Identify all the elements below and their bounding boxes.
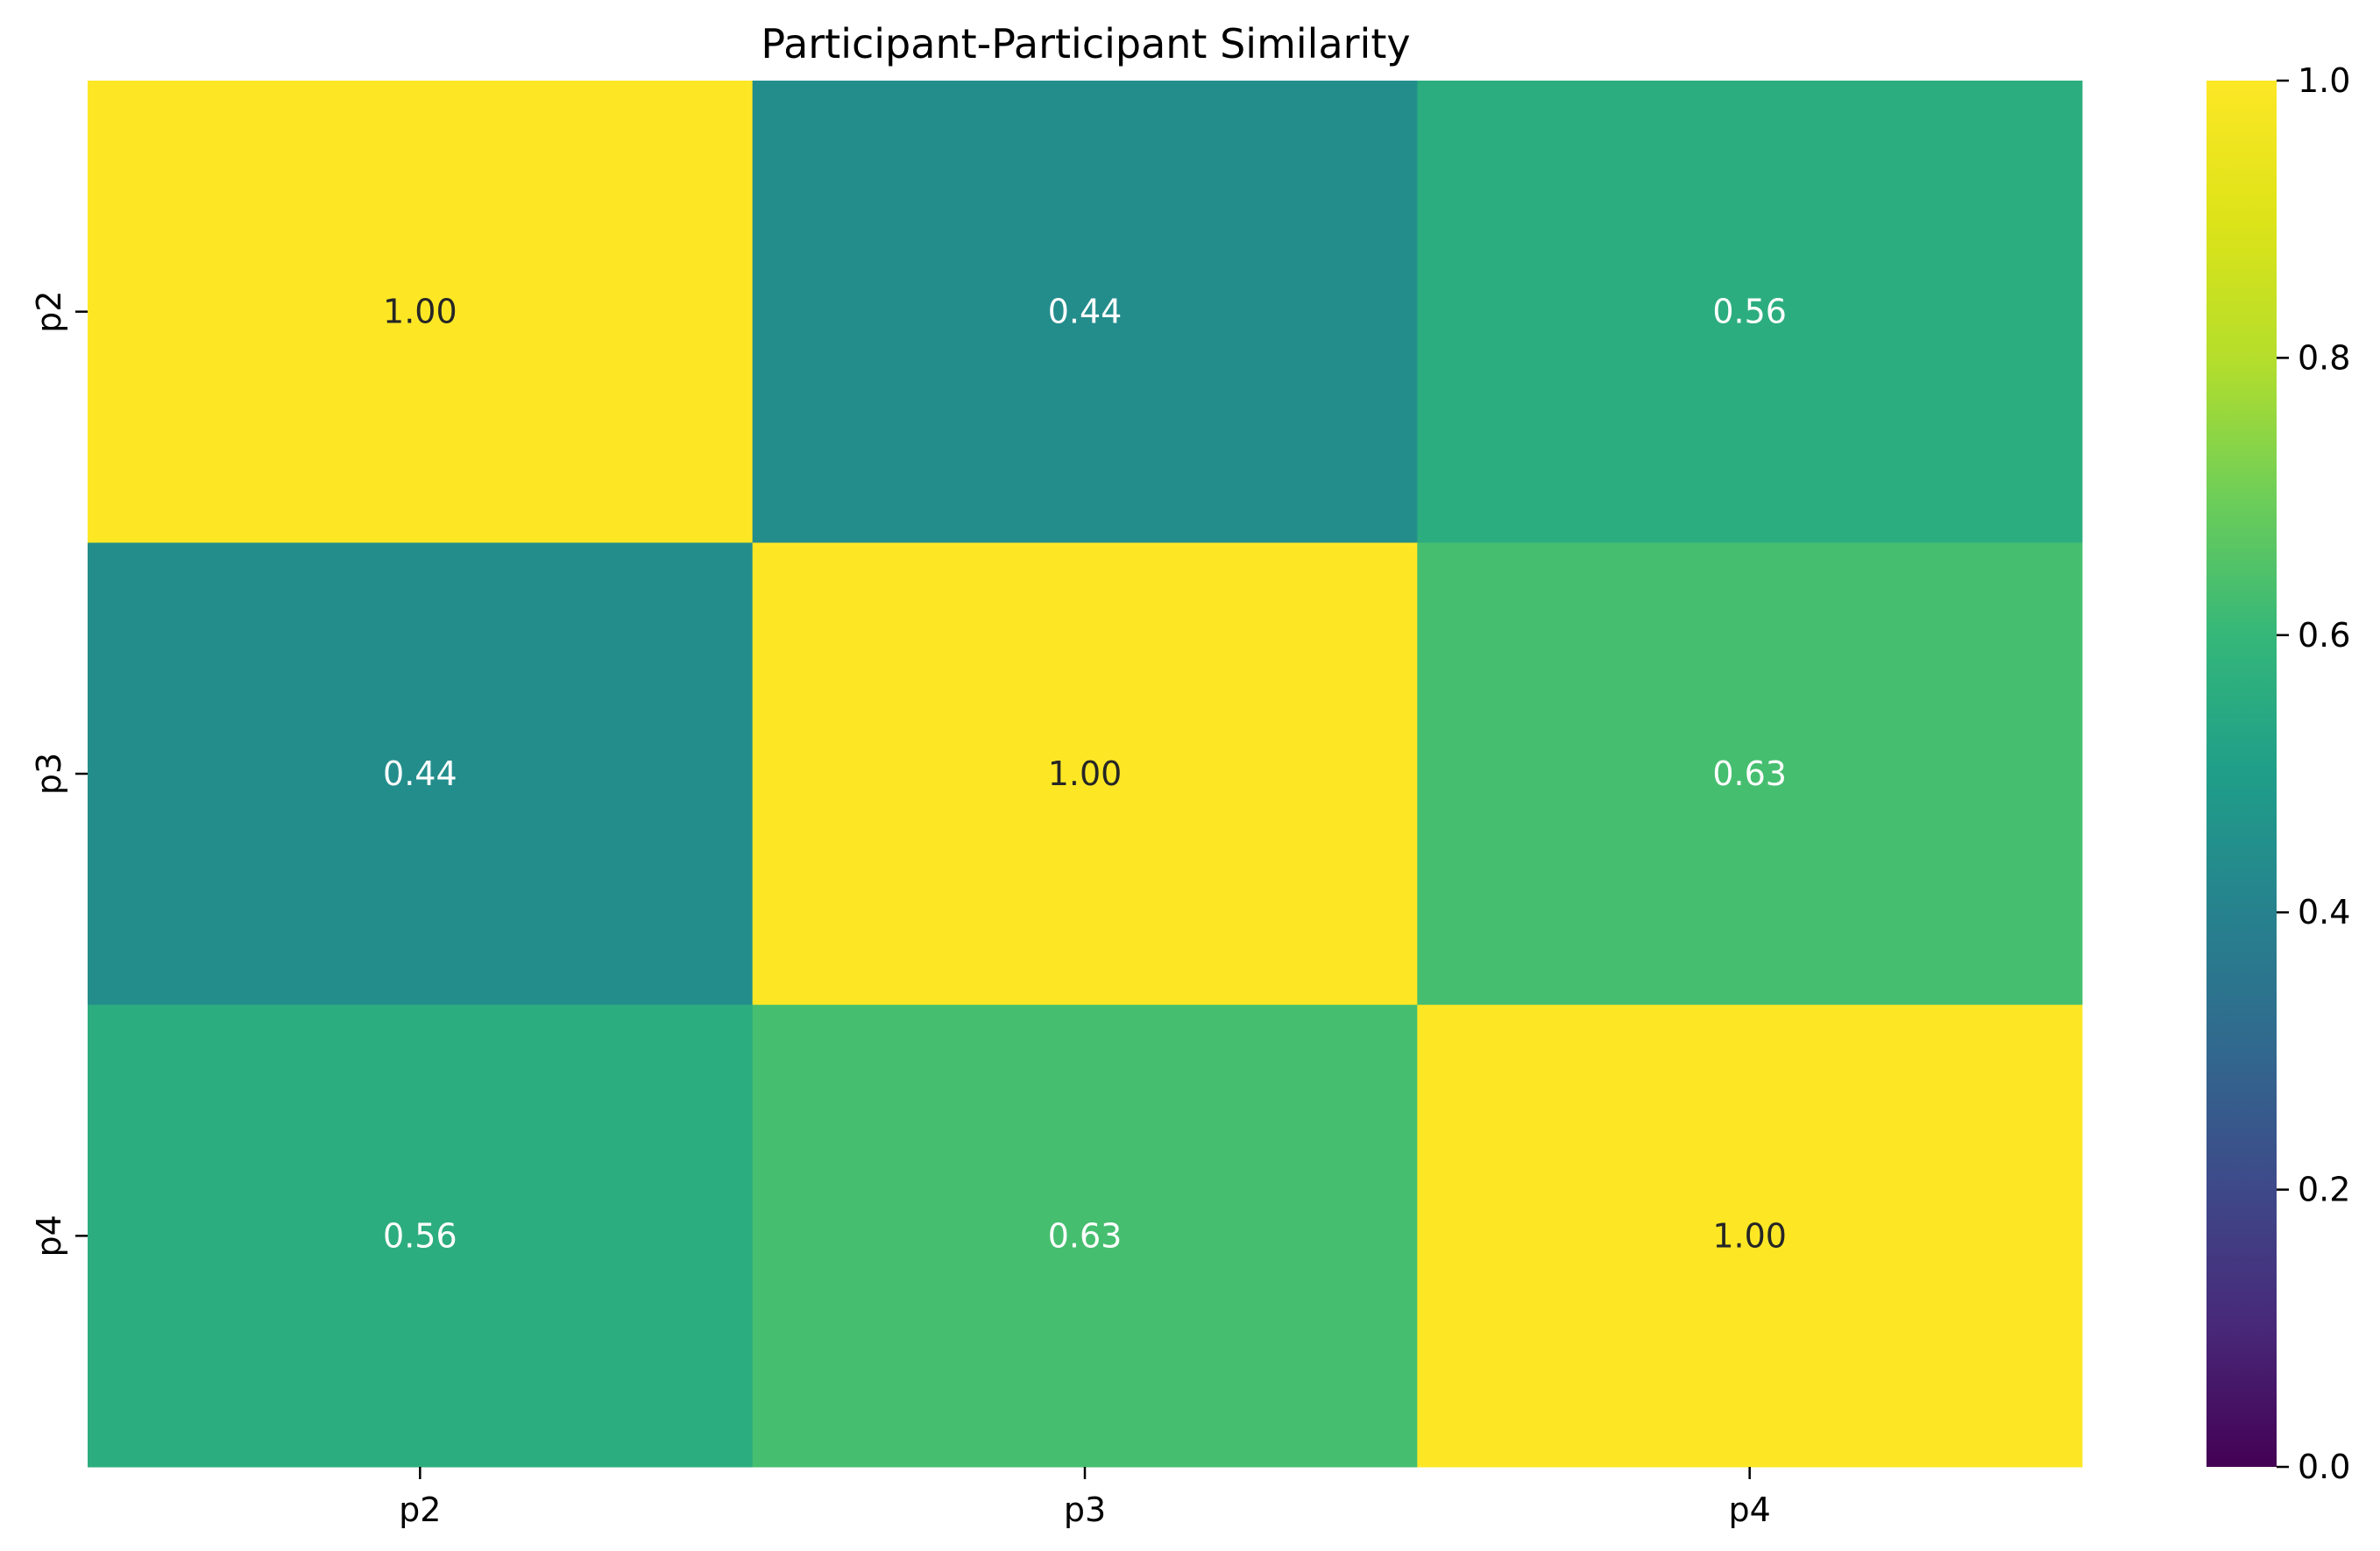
y-tick-label-p2: p2 bbox=[30, 291, 68, 333]
colorbar-tick-label-5: 1.0 bbox=[2298, 61, 2350, 100]
colorbar-tick-label-1: 0.2 bbox=[2298, 1171, 2350, 1209]
x-axis: p2 p3 p4 bbox=[399, 1467, 1771, 1529]
chart-title: Participant-Participant Similarity bbox=[761, 20, 1410, 67]
x-tick-label-p2: p2 bbox=[399, 1491, 441, 1529]
heatmap-cell-p2-p4 bbox=[1417, 81, 2083, 543]
heatmap-cell-p3-p4 bbox=[1417, 542, 2083, 1006]
heatmap-cell-p4-p4 bbox=[1417, 1004, 2083, 1468]
y-axis: p2 p3 p4 bbox=[30, 291, 88, 1257]
cell-label-p4-p3: 0.63 bbox=[1048, 1216, 1123, 1255]
cell-label-p2-p2: 1.00 bbox=[383, 293, 457, 331]
heatmap-cell-p2-p2 bbox=[88, 81, 754, 543]
cell-label-p4-p4: 1.00 bbox=[1712, 1216, 1787, 1255]
colorbar-tick-label-4: 0.8 bbox=[2298, 338, 2350, 377]
colorbar-gradient bbox=[2206, 81, 2277, 1467]
colorbar-tick-label-2: 0.4 bbox=[2298, 893, 2350, 931]
y-tick-label-p4: p4 bbox=[30, 1215, 68, 1257]
heatmap-cell-p3-p3 bbox=[752, 542, 1418, 1006]
colorbar-tick-label-3: 0.6 bbox=[2298, 616, 2350, 655]
x-tick-label-p4: p4 bbox=[1729, 1491, 1771, 1529]
x-tick-label-p3: p3 bbox=[1064, 1491, 1106, 1529]
heatmap-cells: 1.00 0.44 0.56 0.44 1.00 0.63 0.56 0.63 1.00 bbox=[88, 81, 2083, 1468]
cell-label-p3-p4: 0.63 bbox=[1712, 754, 1787, 793]
cell-label-p3-p3: 1.00 bbox=[1048, 754, 1123, 793]
colorbar: 0.0 0.2 0.4 0.6 0.8 1.0 bbox=[2206, 61, 2350, 1486]
cell-label-p2-p4: 0.56 bbox=[1712, 293, 1787, 331]
colorbar-tick-label-0: 0.0 bbox=[2298, 1448, 2350, 1486]
heatmap-cell-p2-p3 bbox=[752, 81, 1418, 543]
heatmap-cell-p4-p3 bbox=[752, 1004, 1418, 1468]
cell-label-p4-p2: 0.56 bbox=[383, 1216, 457, 1255]
y-tick-label-p3: p3 bbox=[30, 753, 68, 795]
heatmap-cell-p3-p2 bbox=[88, 542, 754, 1006]
heatmap-cell-p4-p2 bbox=[88, 1004, 754, 1468]
cell-label-p2-p3: 0.44 bbox=[1048, 293, 1123, 331]
cell-label-p3-p2: 0.44 bbox=[383, 754, 457, 793]
